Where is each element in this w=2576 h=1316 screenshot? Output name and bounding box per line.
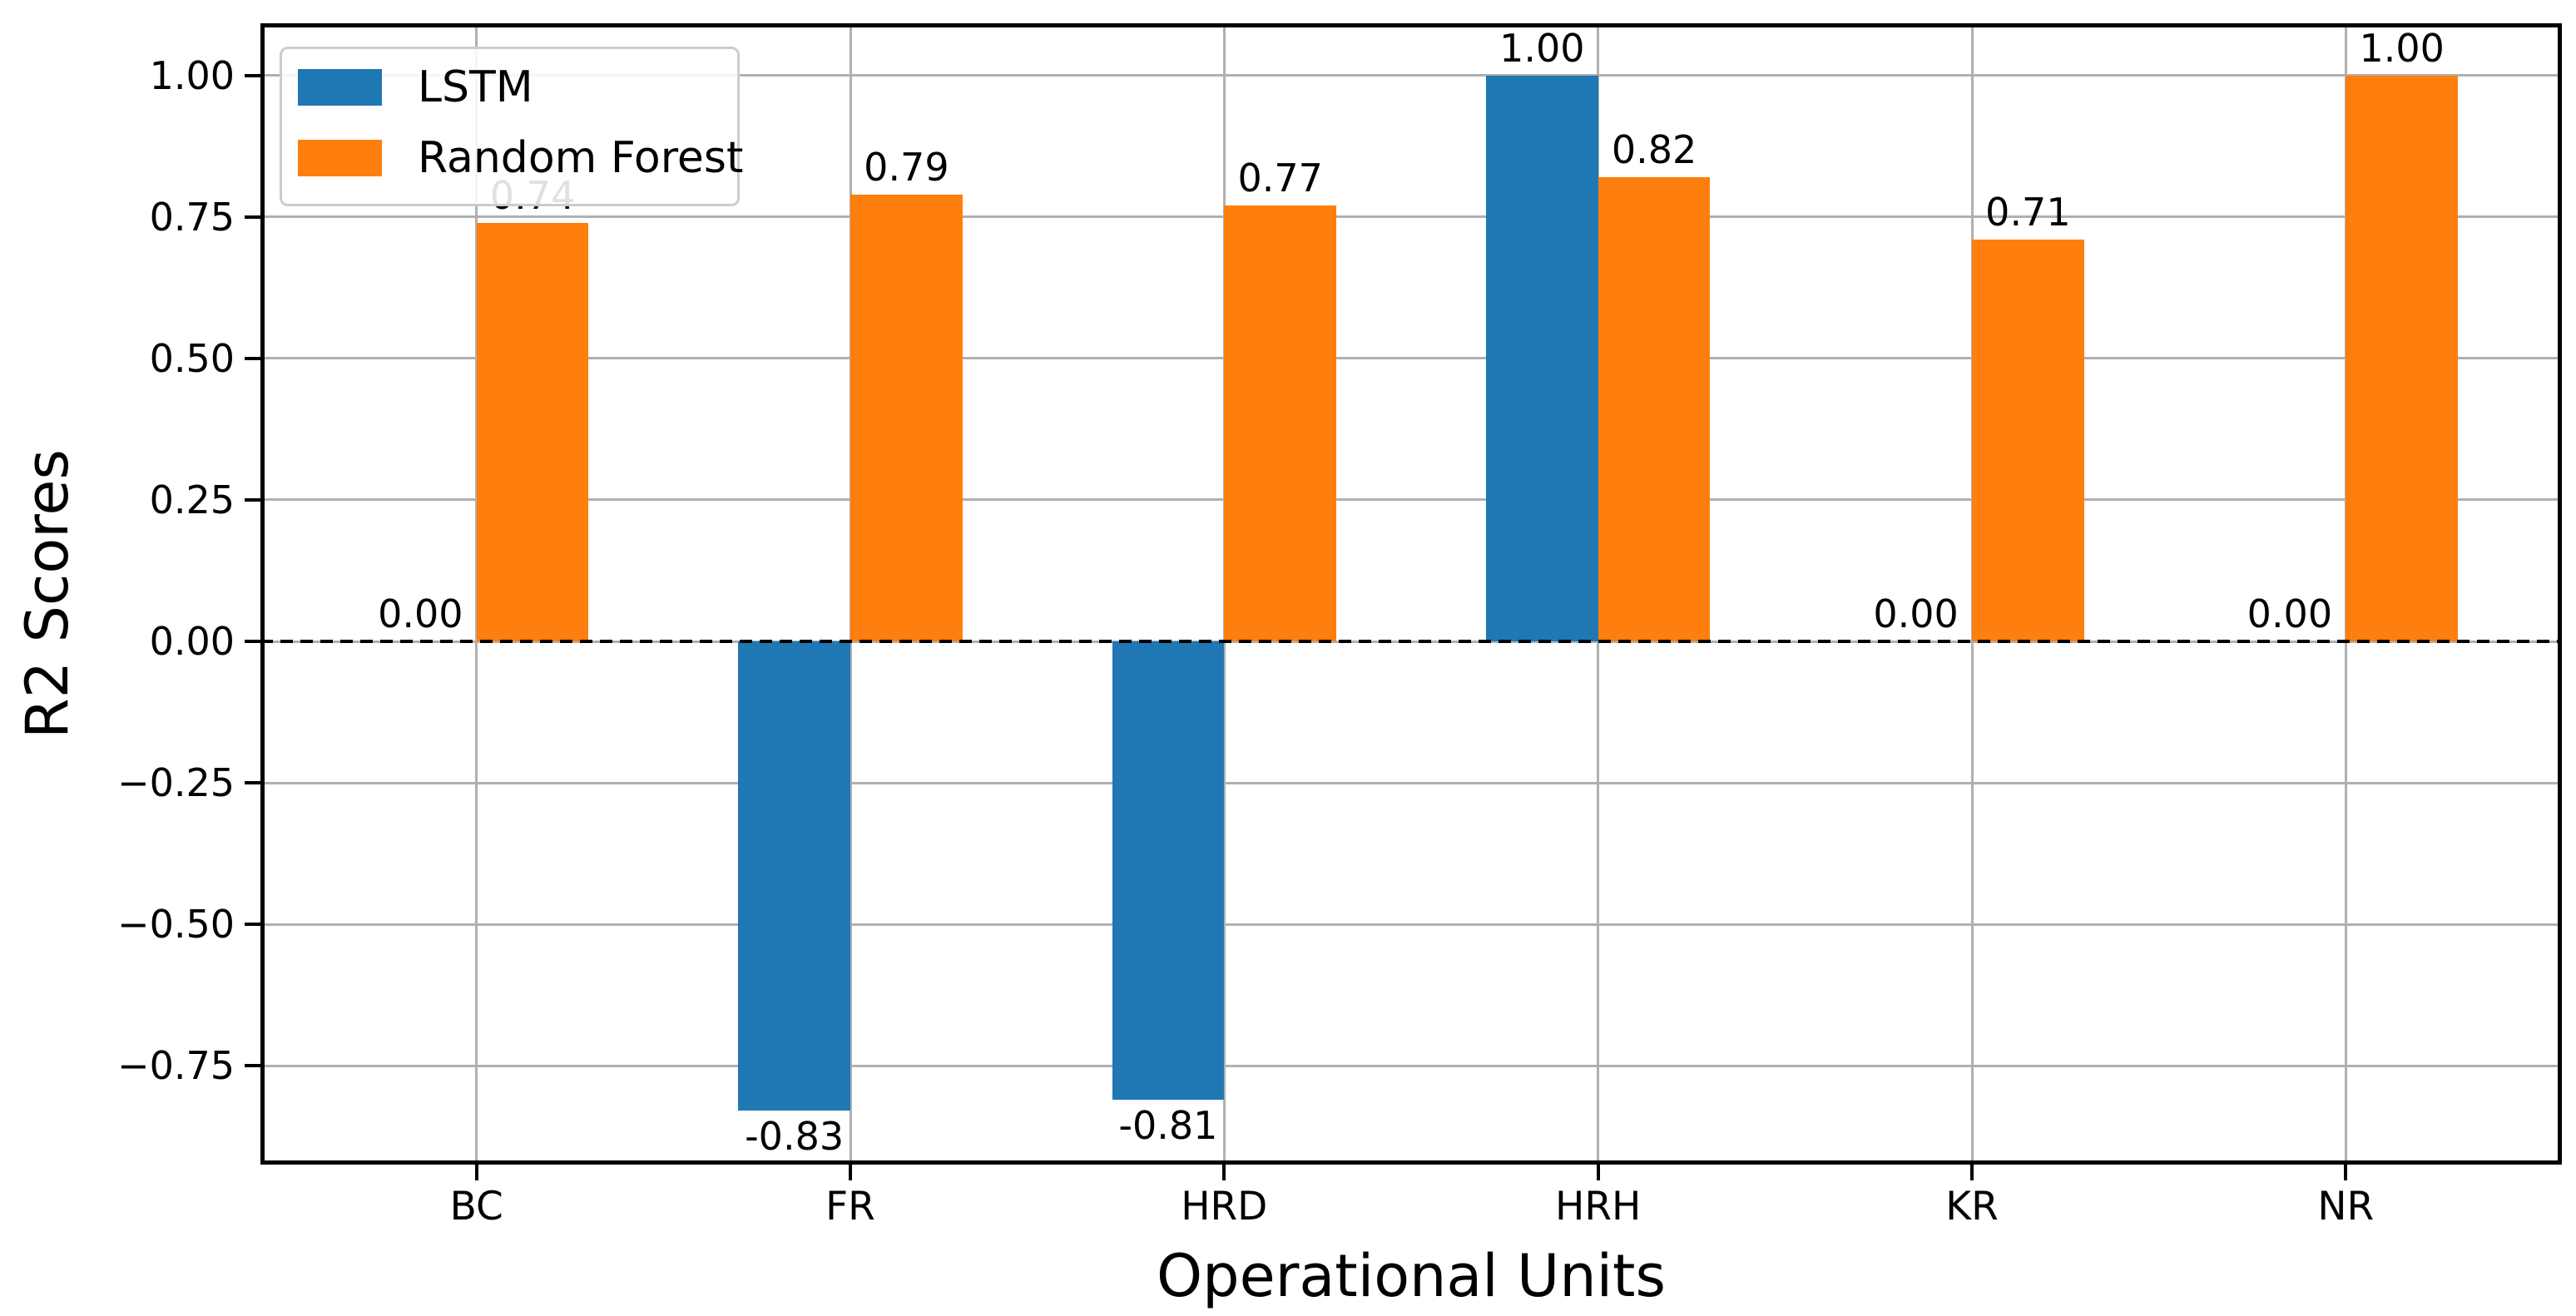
x-tick-label: FR (825, 1184, 875, 1229)
y-tick-label: 0.00 (149, 619, 235, 664)
h-gridline (260, 781, 2562, 784)
bar-lstm-HRH (1485, 75, 1598, 641)
legend-swatch-lstm (298, 69, 382, 106)
bar-value-label: 0.71 (1985, 190, 2071, 235)
y-tick-label: −0.50 (117, 902, 235, 947)
bar-value-label: 0.77 (1237, 156, 1323, 201)
bar-lstm-HRD (1112, 641, 1225, 1100)
y-tick-mark (245, 356, 260, 360)
bar-random-forest-NR (2346, 75, 2459, 641)
y-tick-label: 1.00 (149, 52, 235, 98)
y-tick-mark (245, 215, 260, 219)
bar-random-forest-BC (476, 222, 589, 641)
x-tick-mark (1222, 1165, 1226, 1180)
h-gridline (260, 923, 2562, 926)
left-spine (260, 23, 265, 1165)
legend-label-lstm: LSTM (418, 62, 533, 112)
legend-label-random-forest: Random Forest (418, 133, 744, 183)
y-tick-mark (245, 497, 260, 502)
x-tick-mark (1596, 1165, 1600, 1180)
y-tick-mark (245, 923, 260, 926)
right-spine (2558, 23, 2562, 1165)
bottom-spine (260, 1160, 2562, 1165)
h-gridline (260, 498, 2562, 502)
zero-baseline (260, 640, 2562, 643)
bar-value-label: -0.81 (1118, 1102, 1218, 1148)
bar-lstm-FR (738, 641, 850, 1111)
x-tick-label: HRD (1181, 1184, 1268, 1229)
y-tick-mark (245, 1064, 260, 1067)
y-tick-mark (245, 640, 260, 643)
y-tick-label: 0.50 (149, 335, 235, 381)
legend-item-random-forest: Random Forest (298, 136, 743, 180)
bar-random-forest-HRD (1224, 205, 1337, 641)
y-tick-label: −0.75 (117, 1043, 235, 1088)
legend-swatch-random-forest (298, 140, 382, 176)
bar-value-label: 0.00 (2247, 591, 2333, 636)
x-axis-title: Operational Units (1157, 1242, 1666, 1310)
bar-random-forest-HRH (1598, 177, 1711, 641)
bar-value-label: 0.82 (1611, 127, 1697, 173)
bar-value-label: 0.79 (864, 144, 949, 190)
plot-area: 0.00-0.83-0.811.000.000.000.740.790.770.… (260, 23, 2562, 1165)
bar-value-label: 0.00 (378, 591, 463, 636)
bar-value-label: -0.83 (745, 1114, 845, 1160)
bar-random-forest-FR (850, 194, 963, 641)
legend-item-lstm: LSTM (298, 62, 737, 112)
y-tick-mark (245, 781, 260, 784)
bar-value-label: 0.00 (1873, 591, 1959, 636)
bar-value-label: 1.00 (1499, 25, 1585, 71)
h-gridline (260, 1064, 2562, 1067)
bar-value-label: 1.00 (2359, 25, 2445, 71)
x-tick-label: NR (2317, 1184, 2375, 1229)
bar-random-forest-KR (1972, 240, 2084, 641)
h-gridline (260, 74, 2562, 77)
y-tick-mark (245, 73, 260, 77)
x-tick-label: KR (1945, 1184, 1999, 1229)
h-gridline (260, 357, 2562, 360)
x-tick-label: BC (449, 1184, 503, 1229)
legend: LSTM Random Forest (280, 47, 743, 206)
x-tick-mark (849, 1165, 852, 1180)
x-tick-mark (474, 1165, 478, 1180)
y-axis-title: R2 Scores (13, 449, 82, 739)
y-tick-label: 0.75 (149, 194, 235, 240)
top-spine (260, 23, 2562, 27)
x-tick-mark (1970, 1165, 1974, 1180)
x-tick-mark (2344, 1165, 2348, 1180)
y-tick-label: −0.25 (117, 760, 235, 805)
h-gridline (260, 215, 2562, 219)
x-tick-label: HRH (1555, 1184, 1642, 1229)
y-tick-label: 0.25 (149, 477, 235, 522)
